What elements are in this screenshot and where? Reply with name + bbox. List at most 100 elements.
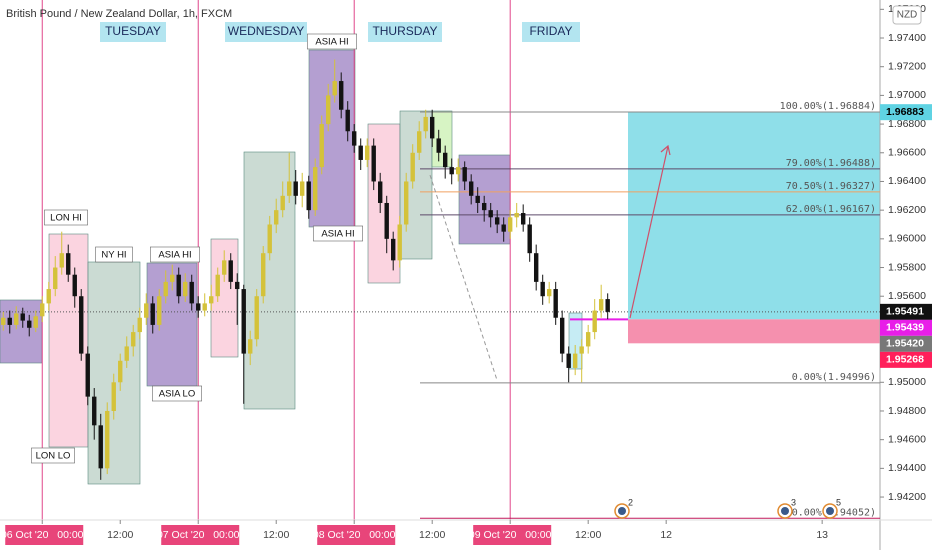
candle-body bbox=[267, 224, 272, 254]
x-tick-label: 12:00 bbox=[263, 529, 289, 541]
candle-body bbox=[566, 353, 571, 368]
candle-body bbox=[98, 425, 103, 469]
stop-zone bbox=[628, 319, 880, 344]
candle-body bbox=[20, 313, 25, 321]
session-label-box bbox=[152, 385, 203, 402]
candle-body bbox=[280, 195, 285, 211]
price-marker bbox=[880, 303, 932, 320]
x-tick-highlight bbox=[473, 525, 552, 545]
day-label: THURSDAY bbox=[372, 24, 437, 38]
candle-body bbox=[1, 317, 6, 325]
day-label: FRIDAY bbox=[529, 24, 572, 38]
candle-body bbox=[579, 346, 584, 354]
candle-body bbox=[397, 224, 402, 261]
fib-label: 79.00%(1.96488) bbox=[786, 158, 876, 169]
candle-body bbox=[293, 181, 298, 196]
candle-body bbox=[546, 289, 552, 297]
currency-box bbox=[892, 5, 922, 25]
candle-body bbox=[228, 260, 233, 282]
candle-body bbox=[423, 116, 428, 132]
x-tick-label: 07 Oct '20 00:00 bbox=[157, 529, 240, 541]
candle-body bbox=[300, 181, 305, 196]
candle-body bbox=[248, 339, 253, 354]
price-marker-label: 1.95491 bbox=[886, 306, 924, 318]
candle-body bbox=[157, 296, 162, 325]
candle-body bbox=[46, 289, 51, 304]
target-zone bbox=[628, 112, 880, 320]
candle-body bbox=[430, 116, 435, 139]
price-marker bbox=[880, 319, 932, 336]
candle-body bbox=[196, 303, 201, 311]
candle-body bbox=[494, 217, 500, 225]
y-tick-label: 1.96600 bbox=[888, 147, 926, 159]
candle-body bbox=[520, 213, 526, 225]
event-badge-dot bbox=[826, 507, 834, 515]
candle-body bbox=[475, 195, 480, 203]
candle-body bbox=[345, 109, 350, 132]
candle-body bbox=[111, 382, 116, 411]
candle-body bbox=[105, 410, 110, 469]
fib-label: 100.00%(1.96884) bbox=[780, 101, 876, 112]
candle-body bbox=[163, 281, 168, 297]
candle-body bbox=[176, 274, 181, 297]
session-label-box bbox=[95, 246, 133, 263]
day-label-box bbox=[225, 22, 307, 42]
x-tick-label: 08 Oct '20 00:00 bbox=[313, 529, 396, 541]
candle-body bbox=[261, 253, 266, 297]
candle-body bbox=[339, 81, 344, 110]
candle-body bbox=[14, 313, 19, 325]
candle-body bbox=[150, 303, 155, 325]
event-badge-dot bbox=[781, 507, 789, 515]
candle-body bbox=[124, 346, 129, 361]
candle-body bbox=[559, 317, 565, 354]
candle-body bbox=[391, 238, 396, 261]
candle-body bbox=[384, 202, 389, 239]
x-tick-highlight bbox=[5, 525, 84, 545]
candle-body bbox=[319, 124, 324, 168]
y-tick-label: 1.96800 bbox=[888, 118, 926, 130]
session-box bbox=[87, 261, 141, 485]
day-label-box bbox=[100, 22, 166, 42]
candle-body bbox=[572, 353, 578, 368]
x-tick-label: 13 bbox=[816, 529, 828, 541]
candle-body bbox=[540, 281, 545, 297]
fib-label: 62.00%(1.96167) bbox=[786, 204, 876, 215]
candle-body bbox=[27, 320, 32, 328]
candle-body bbox=[533, 253, 539, 282]
y-tick-label: 1.95600 bbox=[888, 290, 926, 302]
price-marker bbox=[880, 351, 932, 368]
session-label-box bbox=[150, 246, 201, 263]
y-tick-label: 1.96000 bbox=[888, 233, 926, 245]
candle-body bbox=[605, 299, 610, 312]
candle-body bbox=[85, 353, 90, 397]
price-marker bbox=[880, 335, 932, 352]
y-tick-label: 1.97400 bbox=[888, 32, 926, 44]
candle-body bbox=[365, 145, 370, 160]
candle-body bbox=[501, 224, 506, 232]
candle-body bbox=[7, 317, 12, 325]
event-badge-count: 5 bbox=[836, 497, 841, 507]
candle-body bbox=[442, 152, 448, 168]
candle-body bbox=[410, 152, 415, 182]
session-label: LON HI bbox=[50, 213, 82, 224]
candle-body bbox=[313, 167, 318, 211]
y-tick-label: 1.94400 bbox=[888, 462, 926, 474]
candle-body bbox=[527, 224, 532, 254]
candle-body bbox=[592, 310, 597, 333]
day-label: TUESDAY bbox=[105, 24, 161, 38]
chart-title: British Pound / New Zealand Dollar, 1h, … bbox=[6, 8, 232, 20]
candle-body bbox=[53, 267, 58, 290]
candle-body bbox=[507, 217, 513, 232]
candle-body bbox=[417, 131, 422, 153]
candle-body bbox=[209, 296, 214, 304]
candle-body bbox=[468, 181, 474, 196]
day-label-box bbox=[522, 22, 580, 42]
x-tick-label: 12 bbox=[660, 529, 672, 541]
price-marker-label: 1.96883 bbox=[886, 106, 924, 118]
y-tick-label: 1.94600 bbox=[888, 433, 926, 445]
currency-label: NZD bbox=[897, 10, 918, 21]
y-tick-label: 1.95000 bbox=[888, 376, 926, 388]
candle-body bbox=[514, 213, 519, 218]
candle-body bbox=[371, 145, 376, 182]
